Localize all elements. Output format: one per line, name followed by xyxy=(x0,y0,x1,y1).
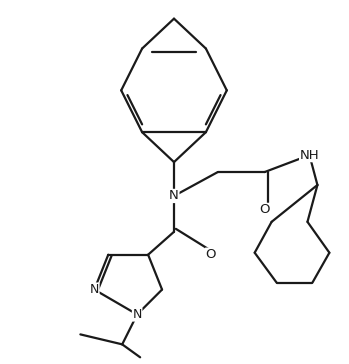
Text: NH: NH xyxy=(300,149,319,162)
Text: N: N xyxy=(169,189,179,202)
Text: O: O xyxy=(259,203,270,216)
Text: N: N xyxy=(133,308,142,321)
Text: O: O xyxy=(206,248,216,261)
Text: N: N xyxy=(90,283,99,296)
